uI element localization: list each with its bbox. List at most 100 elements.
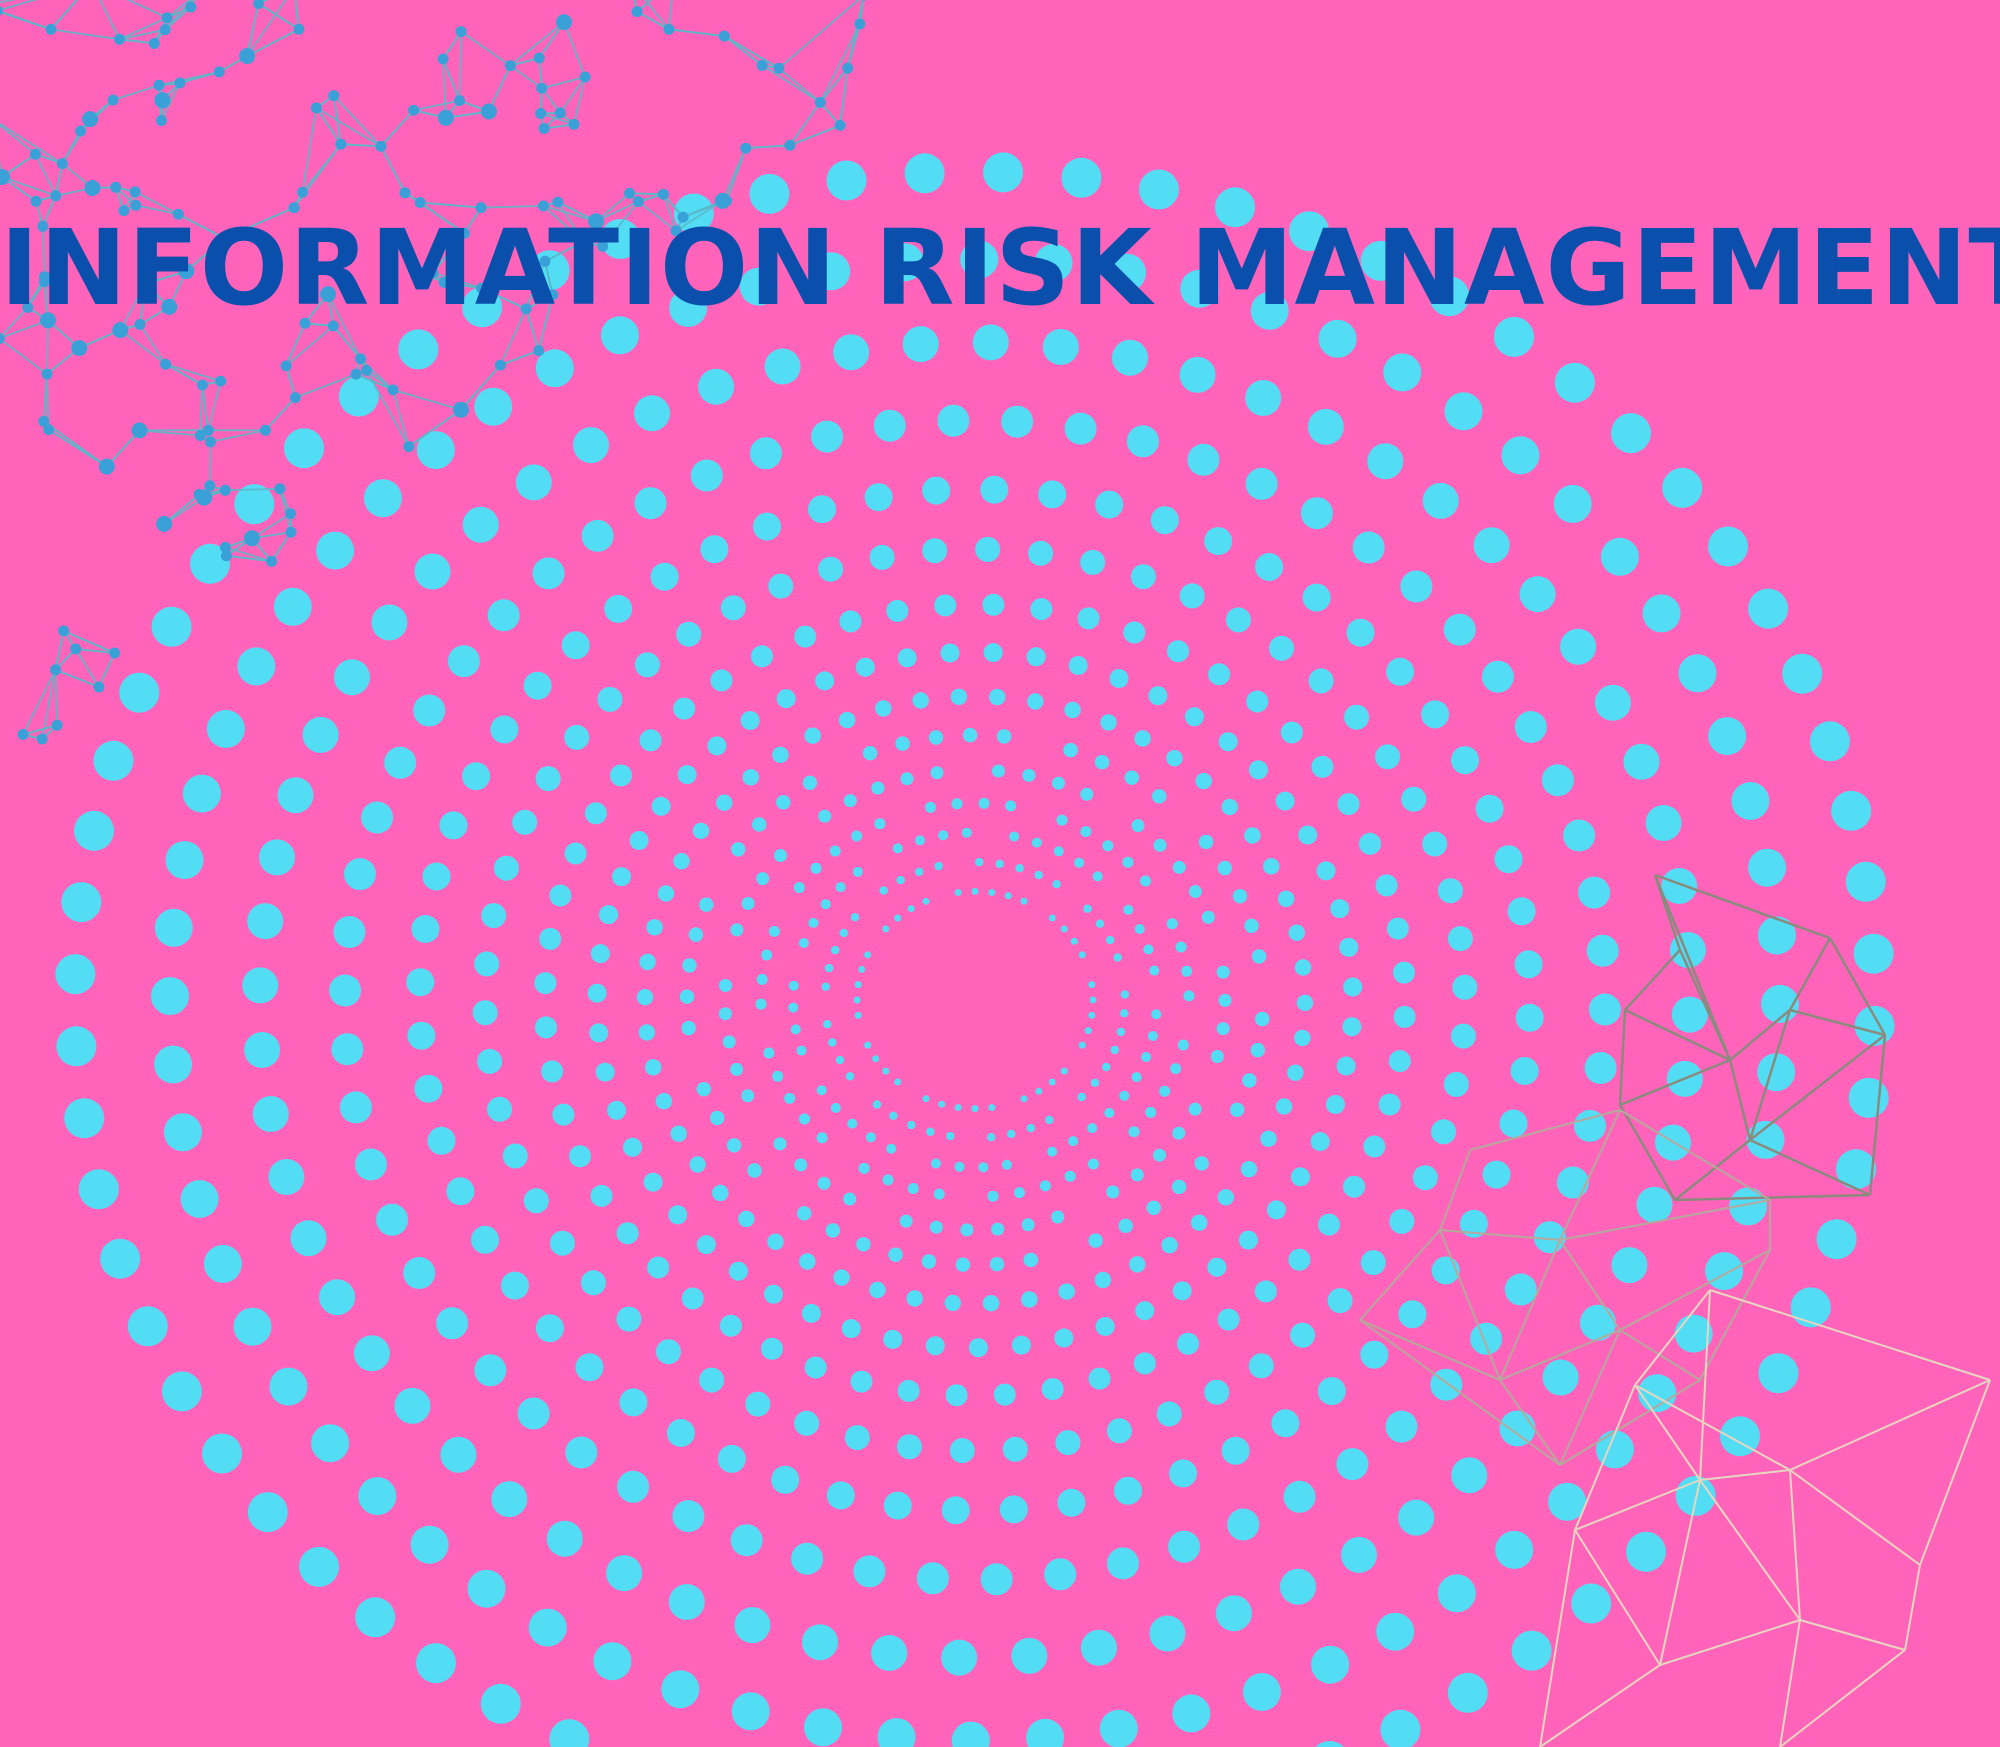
spiral-dot [1731, 782, 1770, 820]
spiral-dot [768, 573, 794, 599]
spiral-dot [394, 1387, 431, 1424]
network-node [480, 103, 497, 120]
spiral-dot [925, 1336, 945, 1356]
spiral-dot [1642, 594, 1681, 633]
spiral-dot [1020, 897, 1028, 905]
mesh-mid-icon [1359, 1109, 1771, 1466]
spiral-dot [154, 908, 193, 947]
network-node [155, 115, 167, 126]
spiral-dot [1106, 1547, 1139, 1580]
spiral-dot [590, 944, 610, 964]
network-node [554, 107, 566, 119]
spiral-dot [1548, 1482, 1587, 1521]
spiral-dot [696, 1235, 716, 1255]
spiral-dot [818, 556, 844, 582]
network-node [740, 142, 752, 154]
spiral-dot [1026, 647, 1046, 667]
spiral-dot [1129, 1256, 1146, 1273]
spiral-dot [896, 875, 905, 885]
spiral-dot [1109, 669, 1129, 688]
network-edge [359, 358, 394, 391]
network-edge [819, 67, 849, 103]
spiral-dot [1194, 1156, 1209, 1171]
spiral-dot [406, 968, 435, 997]
network-node [0, 169, 10, 185]
spiral-dot [892, 843, 903, 854]
network-node [375, 140, 387, 152]
spiral-dot [1398, 1499, 1435, 1536]
spiral-dot [1450, 1023, 1476, 1049]
spiral-dot [945, 1384, 968, 1407]
network-edge [540, 112, 575, 126]
network-edge [662, 193, 677, 232]
network-node [718, 30, 730, 42]
network-node [131, 422, 148, 439]
spiral-dot [1326, 1095, 1345, 1114]
spiral-dot [788, 980, 799, 991]
spiral-dot [1376, 1612, 1415, 1651]
spiral-dot [756, 973, 768, 985]
spiral-dot [1245, 380, 1282, 416]
network-node [220, 550, 232, 562]
spiral-dot [1307, 408, 1344, 445]
spiral-dot [1636, 1186, 1673, 1223]
spiral-dot [882, 1174, 894, 1186]
spiral-dot [1102, 840, 1114, 852]
spiral-dot [657, 885, 675, 902]
network-edge [499, 308, 527, 366]
spiral-dot [1064, 701, 1081, 719]
network-edge [629, 192, 664, 196]
mesh-edge [1618, 1104, 1677, 1201]
network-edge [563, 21, 586, 78]
spiral-dot [1054, 1328, 1074, 1348]
spiral-dot [1290, 1167, 1310, 1187]
spiral-dot [1574, 1109, 1606, 1142]
spiral-dot [1180, 269, 1219, 308]
spiral-dot [206, 709, 245, 748]
spiral-dot [353, 1335, 390, 1372]
spiral-dot [753, 512, 781, 541]
spiral-dot [1095, 1317, 1115, 1336]
spiral-dot [1444, 392, 1483, 431]
spiral-dot [852, 866, 863, 877]
spiral-dot [1001, 1159, 1012, 1170]
spiral-dot [1112, 339, 1148, 376]
spiral-dot [871, 1635, 908, 1671]
spiral-dot [949, 1438, 975, 1464]
spiral-dot [912, 692, 929, 709]
network-edge [164, 0, 194, 31]
spiral-dot [833, 1269, 850, 1286]
spiral-dot [798, 938, 809, 948]
spiral-dot [100, 1238, 141, 1279]
spiral-dot [1023, 1252, 1038, 1268]
network-edge [0, 306, 29, 339]
mesh-edge [1789, 1379, 1991, 1471]
spiral-dot [992, 764, 1005, 778]
network-edge [544, 261, 554, 295]
spiral-dot [1011, 1335, 1031, 1355]
spiral-dot [1045, 1115, 1054, 1125]
spiral-dot [1263, 858, 1280, 875]
spiral-dot [681, 1287, 704, 1310]
network-edge [315, 107, 382, 148]
mesh-edge [1439, 1229, 1561, 1241]
network-edge [41, 226, 46, 277]
spiral-dot [462, 506, 499, 543]
mesh-edge [1618, 1009, 1627, 1106]
spiral-dot [1116, 1027, 1126, 1037]
spiral-dot [462, 287, 503, 328]
spiral-dot [1151, 1009, 1162, 1020]
network-edge [246, 0, 287, 57]
mesh-edge [1539, 1529, 1576, 1747]
spiral-dot [1064, 412, 1097, 445]
spiral-dot [1375, 874, 1398, 897]
spiral-dot [1360, 1340, 1389, 1369]
spiral-dot [843, 794, 857, 808]
spiral-dot [1227, 1508, 1260, 1541]
spiral-dot [1317, 1377, 1346, 1406]
spiral-dot [699, 1367, 725, 1393]
spiral-dot [790, 1024, 801, 1035]
spiral-dot [600, 316, 639, 355]
spiral-dot [1563, 819, 1596, 852]
spiral-dot [1748, 848, 1787, 887]
